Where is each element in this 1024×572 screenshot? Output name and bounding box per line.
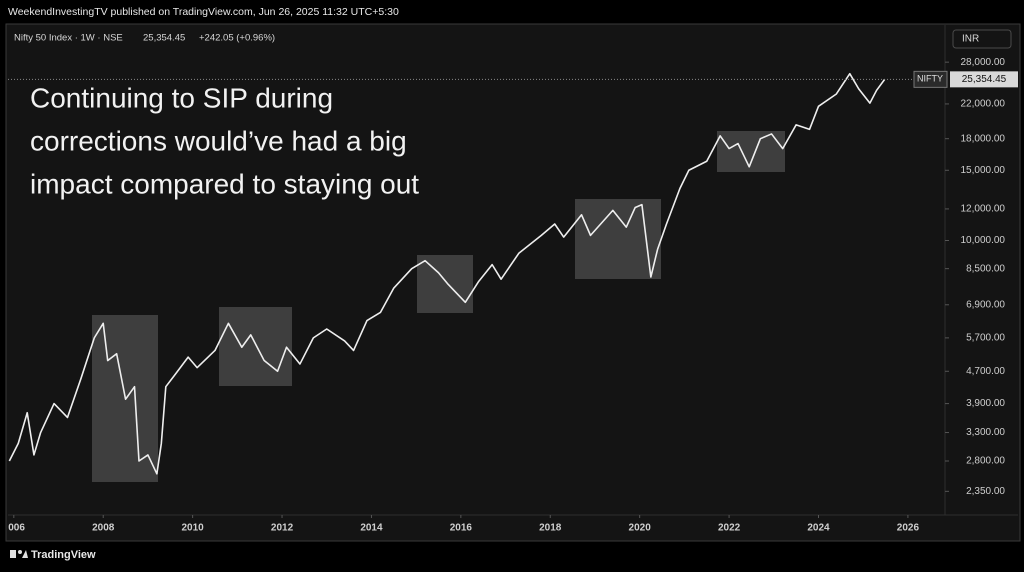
x-tick-label: 2016 (450, 523, 473, 534)
y-tick-label: 15,000.00 (961, 165, 1006, 176)
y-tick-label: 4,700.00 (966, 366, 1005, 377)
currency[interactable]: INR (962, 34, 979, 45)
annotation-line: corrections would’ve had a big (30, 125, 407, 156)
published-line: WeekendInvestingTV published on TradingV… (8, 6, 399, 18)
logo-mark (10, 550, 16, 558)
footer-logo: TradingView (10, 549, 96, 561)
y-tick-label: 6,900.00 (966, 299, 1005, 310)
y-tick-label: 8,500.00 (966, 263, 1005, 274)
y-tick-label: 10,000.00 (961, 235, 1006, 246)
y-tick-label: 22,000.00 (961, 99, 1006, 110)
y-tick-label: 28,000.00 (961, 57, 1006, 68)
y-tick-label: 3,300.00 (966, 427, 1005, 438)
y-tick-label: 12,000.00 (961, 204, 1006, 215)
y-tick-label: 2,800.00 (966, 456, 1005, 467)
x-tick-label: 2022 (718, 523, 741, 534)
x-tick-label: 2008 (92, 523, 115, 534)
price-line (8, 72, 886, 475)
price-tag-label: 25,354.45 (962, 74, 1007, 85)
y-tick-label: 5,700.00 (966, 333, 1005, 344)
plot (8, 72, 886, 475)
highlight-box (575, 199, 661, 279)
x-tick-label: 2018 (539, 523, 562, 534)
logo-mark (18, 550, 22, 554)
price: 25,354.45 (143, 33, 185, 44)
symbol: Nifty 50 Index · 1W · NSE (14, 33, 123, 44)
x-axis-labels: 2006 2008 2010 2012 2014 2016 2018 2020 2022 2024… (3, 515, 920, 534)
x-tick-label: 2024 (807, 523, 830, 534)
price-tag (950, 71, 1018, 88)
x-tick-label: 2012 (271, 523, 294, 534)
x-tick-label: 2006 (3, 523, 26, 534)
correction-boxes (92, 131, 785, 482)
chart-panel (5, 23, 1021, 542)
logo-mark (22, 550, 28, 558)
y-tick-label: 18,000.00 (961, 133, 1006, 144)
series-tag (913, 70, 948, 88)
annotation-line: Continuing to SIP during (30, 82, 333, 113)
highlight-box (219, 307, 292, 386)
y-tick-label: 3,900.00 (966, 398, 1005, 409)
x-tick-label: 2014 (360, 523, 383, 534)
change: +242.05 (+0.96%) (199, 33, 275, 44)
currency-button[interactable] (952, 29, 1012, 49)
series-name: NIFTY (917, 74, 943, 84)
x-tick-label: 2010 (182, 523, 205, 534)
x-tick-label: 2026 (897, 523, 920, 534)
y-tick-label: 2,350.00 (966, 486, 1005, 497)
x-tick-label: 2020 (629, 523, 652, 534)
highlight-box (417, 255, 473, 313)
annotation-line: impact compared to staying out (30, 168, 419, 199)
footer: TradingView (31, 549, 96, 561)
